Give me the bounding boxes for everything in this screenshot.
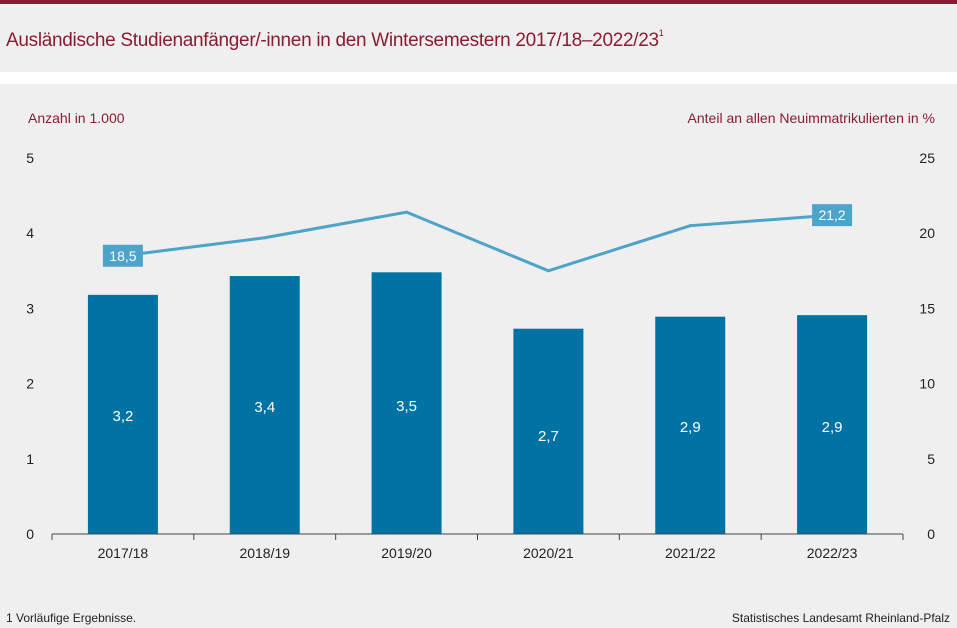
bar-value-label: 3,2 — [112, 408, 133, 425]
right-tick-label: 0 — [927, 526, 935, 542]
left-tick-label: 4 — [26, 225, 34, 241]
top-accent-bar — [0, 0, 957, 4]
footnote-mark: 1 — [658, 28, 664, 38]
x-tick-label: 2021/22 — [665, 545, 716, 561]
x-tick-label: 2020/21 — [523, 545, 574, 561]
line-value-box — [812, 204, 853, 227]
left-tick-label: 2 — [26, 376, 34, 392]
left-tick-label: 5 — [26, 150, 34, 166]
bar — [797, 315, 868, 534]
line-point — [688, 224, 692, 228]
right-tick-label: 10 — [919, 376, 935, 392]
source-text: Statistisches Landesamt Rheinland-Pfalz — [732, 611, 950, 625]
bar — [513, 328, 584, 534]
line-value-label: 21,2 — [818, 207, 845, 223]
chart-title: Ausländische Studienanfänger/-innen in d… — [6, 28, 664, 52]
line-point — [546, 269, 550, 273]
chart-title-text: Ausländische Studienanfänger/-innen in d… — [6, 30, 659, 51]
right-tick-label: 20 — [919, 225, 935, 241]
bar — [371, 272, 442, 534]
x-tick-label: 2017/18 — [98, 545, 149, 561]
right-axis-label: Anteil an allen Neuimmatrikulierten in % — [688, 110, 935, 126]
right-tick-label: 25 — [919, 150, 935, 166]
bar — [229, 276, 300, 534]
right-tick-label: 5 — [927, 451, 935, 467]
bar-value-label: 2,9 — [822, 419, 843, 436]
right-tick-label: 15 — [919, 300, 935, 316]
share-line — [122, 210, 833, 273]
line-point — [405, 210, 409, 214]
line-value-box — [102, 244, 143, 267]
bar-value-label: 3,4 — [254, 399, 275, 416]
bar-value-label: 3,5 — [396, 398, 417, 415]
footnote: 1 Vorläufige Ergebnisse. — [6, 611, 136, 625]
bar — [655, 316, 726, 534]
left-tick-label: 3 — [26, 300, 34, 316]
x-tick-label: 2018/19 — [239, 545, 290, 561]
left-tick-label: 0 — [26, 526, 34, 542]
left-tick-label: 1 — [26, 451, 34, 467]
bar-value-label: 2,9 — [680, 419, 701, 436]
chart-header: Ausländische Studienanfänger/-innen in d… — [0, 4, 957, 72]
bar-value-label: 2,7 — [538, 428, 559, 445]
x-tick-label: 2022/23 — [807, 545, 858, 561]
left-axis-label: Anzahl in 1.000 — [28, 110, 125, 126]
x-tick-label: 2019/20 — [381, 545, 432, 561]
line-value-label: 18,5 — [109, 248, 136, 264]
line-point — [263, 236, 267, 240]
bar — [87, 294, 158, 534]
